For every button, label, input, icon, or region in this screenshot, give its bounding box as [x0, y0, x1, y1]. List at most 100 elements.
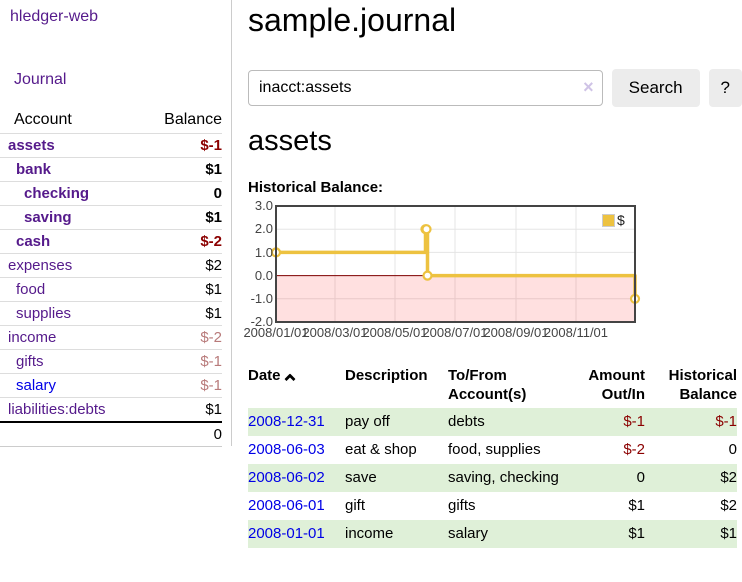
- transaction-row: 2008-06-02 savesaving, checking0$2: [248, 464, 737, 492]
- account-row: supplies $1: [0, 302, 222, 326]
- account-row: income$-2: [0, 326, 222, 350]
- sidebar: hledger-web Journal Account Balance asse…: [0, 0, 232, 446]
- account-row: salary $-1: [0, 374, 222, 398]
- accounts-table-body: assets$-1bank$1checking0saving$1cash$-2e…: [0, 134, 222, 423]
- account-balance: $-1: [143, 350, 222, 374]
- account-row: expenses$2: [0, 254, 222, 278]
- transaction-date-cell: 2008-12-31: [248, 408, 345, 436]
- account-balance: 0: [143, 182, 222, 206]
- account-balance: $-1: [143, 134, 222, 158]
- account-row: food $1: [0, 278, 222, 302]
- main-content: sample.journal × Search ? assets Histori…: [248, 0, 742, 548]
- sidebar-account-link[interactable]: checking: [0, 185, 89, 202]
- transaction-accounts: gifts: [448, 492, 560, 520]
- sort-ascending-icon: [284, 373, 295, 384]
- search-input[interactable]: [248, 70, 603, 106]
- register-col-account: To/From Account(s): [448, 362, 560, 408]
- transaction-date-cell: 2008-06-01: [248, 492, 345, 520]
- sidebar-account-link[interactable]: bank: [0, 161, 51, 178]
- accounts-col-balance: Balance: [143, 108, 222, 134]
- sidebar-account-link[interactable]: liabilities:debts: [0, 401, 106, 418]
- chart-y-tick-label: 3.0: [248, 198, 273, 213]
- search-form: × Search ?: [248, 69, 742, 107]
- transaction-row: 2008-06-01giftgifts$1$2: [248, 492, 737, 520]
- transaction-balance: $1: [645, 520, 737, 548]
- chart-y-tick-label: 2.0: [248, 221, 273, 236]
- transaction-date-link[interactable]: 2008-06-01: [248, 497, 325, 514]
- account-name-cell: income: [0, 326, 143, 350]
- account-heading: assets: [248, 125, 742, 158]
- transaction-description: eat & shop: [345, 436, 448, 464]
- account-name-cell: supplies: [0, 302, 143, 326]
- chart-x-tick-label: 2008/07/01: [420, 325, 490, 340]
- accounts-table: Account Balance assets $-1 bank $1 checking 0…: [0, 108, 222, 447]
- transaction-amount: $1: [560, 520, 645, 548]
- account-balance: $-1: [143, 374, 222, 398]
- transaction-balance: $2: [645, 464, 737, 492]
- account-name-cell: salary: [0, 374, 143, 398]
- transaction-amount: $1: [560, 492, 645, 520]
- account-row: cash $-2: [0, 230, 222, 254]
- account-row: checking 0: [0, 182, 222, 206]
- sidebar-account-link[interactable]: food: [0, 281, 45, 298]
- transaction-date-link[interactable]: 2008-12-31: [248, 413, 325, 430]
- account-row: assets $-1: [0, 134, 222, 158]
- account-row: saving $1: [0, 206, 222, 230]
- transaction-amount: 0: [560, 464, 645, 492]
- brand-link[interactable]: hledger-web: [10, 8, 231, 26]
- transaction-accounts: food, supplies: [448, 436, 560, 464]
- account-row: bank $1: [0, 158, 222, 182]
- register-col-balance: Historical Balance: [645, 362, 737, 408]
- account-name-cell: saving: [0, 206, 143, 230]
- search-button[interactable]: Search: [612, 69, 700, 107]
- sidebar-account-link[interactable]: cash: [0, 233, 50, 250]
- sidebar-account-link[interactable]: supplies: [0, 305, 71, 322]
- transaction-date-link[interactable]: 2008-01-01: [248, 525, 325, 542]
- transaction-date-link[interactable]: 2008-06-03: [248, 441, 325, 458]
- help-button[interactable]: ?: [709, 69, 742, 107]
- account-balance: $1: [143, 158, 222, 182]
- transaction-row: 2008-12-31pay offdebts$-1$-1: [248, 408, 737, 436]
- accounts-col-account: Account: [0, 108, 143, 134]
- historical-balance-chart: 3.02.01.00.0-1.0-2.02008/01/012008/03/01…: [248, 204, 742, 346]
- sidebar-account-link[interactable]: income: [0, 329, 56, 346]
- chart-y-tick-label: 1.0: [248, 245, 273, 260]
- account-balance: $-2: [143, 230, 222, 254]
- account-name-cell: liabilities:debts: [0, 398, 143, 423]
- transaction-accounts: saving, checking: [448, 464, 560, 492]
- register-col-description: Description: [345, 362, 448, 408]
- transaction-description: gift: [345, 492, 448, 520]
- transaction-description: pay off: [345, 408, 448, 436]
- sidebar-account-link[interactable]: gifts: [0, 353, 44, 370]
- sidebar-account-link[interactable]: expenses: [0, 257, 72, 274]
- account-name-cell: expenses: [0, 254, 143, 278]
- sidebar-item-journal[interactable]: Journal: [14, 71, 231, 89]
- transaction-description: income: [345, 520, 448, 548]
- transaction-description: save: [345, 464, 448, 492]
- sidebar-account-link[interactable]: saving: [0, 209, 72, 226]
- account-balance: $1: [143, 206, 222, 230]
- transaction-accounts: debts: [448, 408, 560, 436]
- accounts-total-spacer: [0, 422, 143, 447]
- sidebar-account-link[interactable]: assets: [0, 137, 55, 154]
- transaction-amount: $-2: [560, 436, 645, 464]
- transaction-date-link[interactable]: 2008-06-02: [248, 469, 325, 486]
- transaction-balance: 0: [645, 436, 737, 464]
- legend-label: $: [617, 212, 625, 228]
- transaction-date-cell: 2008-01-01: [248, 520, 345, 548]
- account-name-cell: bank: [0, 158, 143, 182]
- register-table-body: 2008-12-31pay offdebts$-1$-12008-06-03ea…: [248, 408, 737, 548]
- chart-y-tick-label: 0.0: [248, 268, 273, 283]
- register-col-date[interactable]: Date: [248, 362, 345, 408]
- chart-y-tick-label: -1.0: [248, 291, 273, 306]
- account-name-cell: assets: [0, 134, 143, 158]
- sidebar-account-link[interactable]: salary: [0, 377, 56, 394]
- transaction-accounts: salary: [448, 520, 560, 548]
- transaction-date-cell: 2008-06-03: [248, 436, 345, 464]
- transaction-date-cell: 2008-06-02: [248, 464, 345, 492]
- account-balance: $1: [143, 278, 222, 302]
- register-table: Date Description To/From Account(s) Amou…: [248, 362, 737, 548]
- account-row: liabilities:debts$1: [0, 398, 222, 423]
- clear-search-icon[interactable]: ×: [583, 78, 594, 96]
- account-balance: $1: [143, 302, 222, 326]
